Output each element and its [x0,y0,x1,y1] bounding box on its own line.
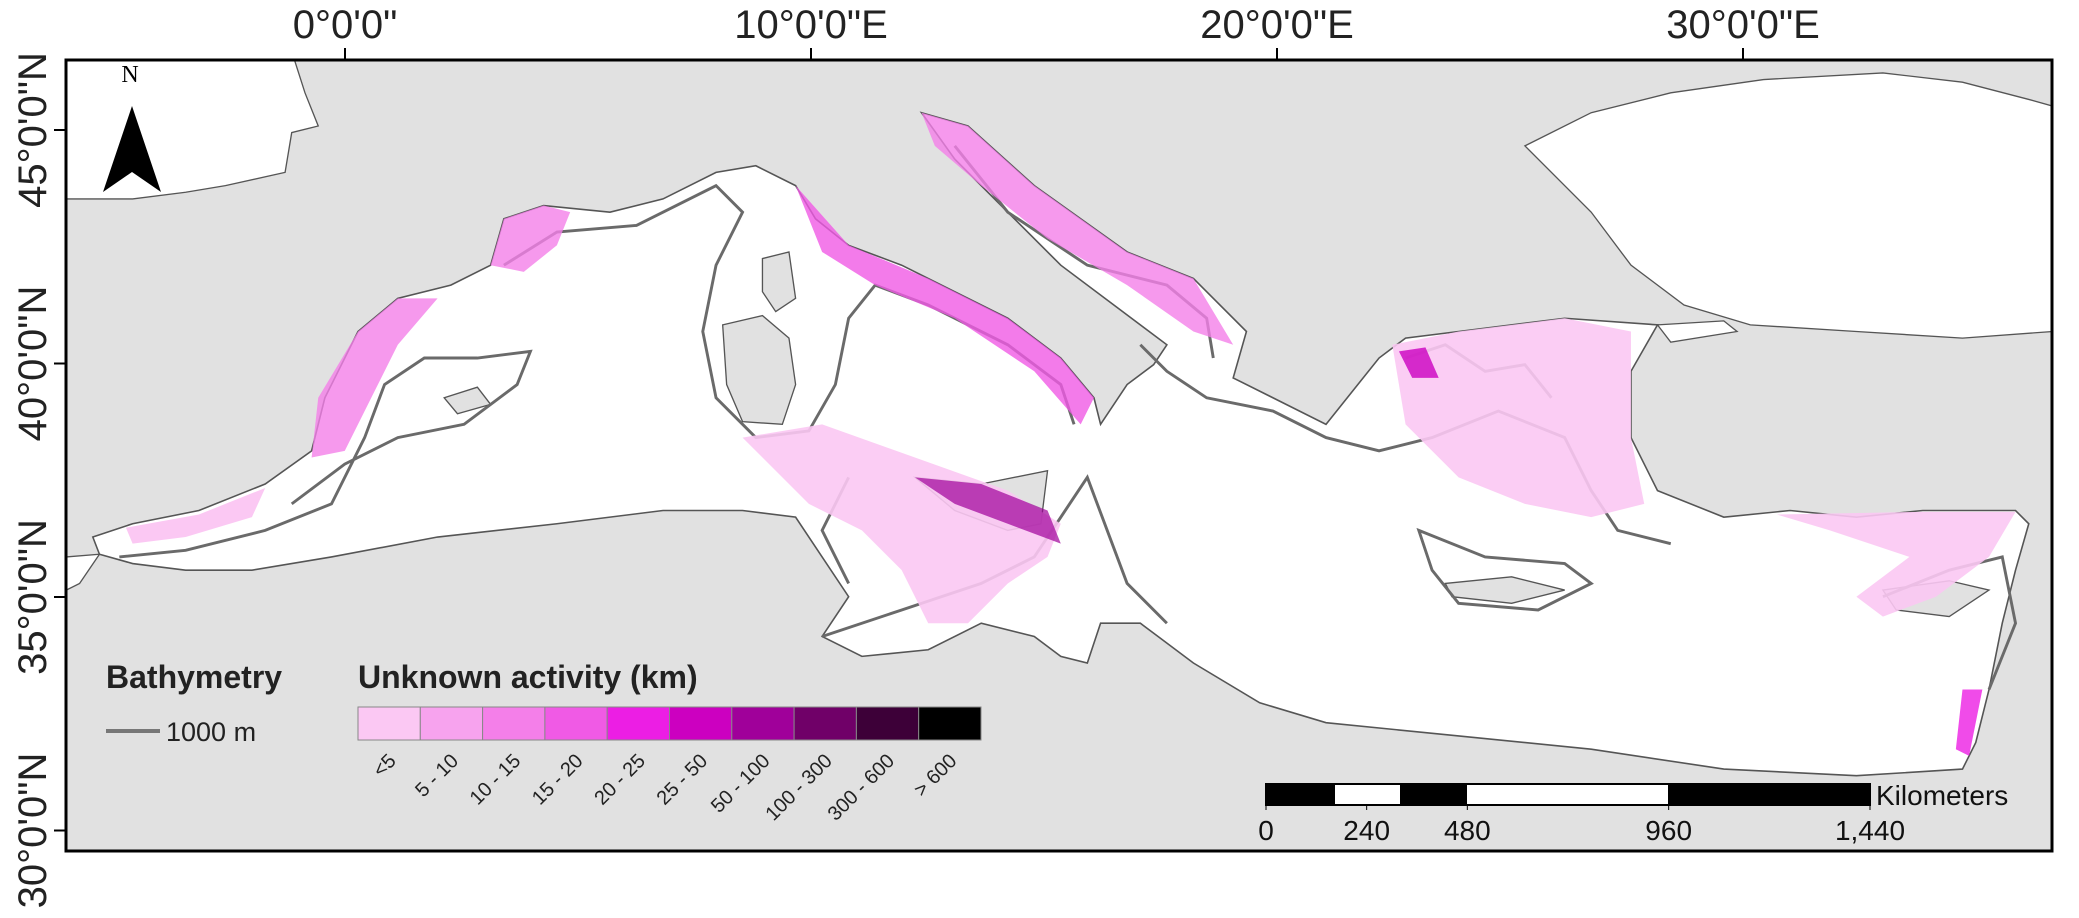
legend-swatch [482,706,546,741]
atlantic [66,553,101,591]
map-frame [64,58,2054,853]
lon-label: 30°0'0"E [1666,3,1820,47]
lon-label: 0°0'0" [293,3,398,47]
lat-label: 30°0'0"N [11,753,55,909]
legend-swatch [606,706,671,741]
scale-label: 240 [1343,815,1390,846]
scale-ticks: 0 240 480 960 1,440 [1258,805,1905,846]
legend-swatch [855,706,920,741]
legend-swatch [419,706,484,741]
scale-label: 480 [1444,815,1491,846]
bathymetry-title: Bathymetry [106,659,282,695]
scale-label: 960 [1645,815,1692,846]
legend-swatch [918,706,982,741]
legend-swatch [731,706,795,741]
scale-unit: Kilometers [1876,780,2008,811]
north-arrow [103,106,161,192]
legend-swatch [357,706,421,741]
mediterranean [91,111,2030,777]
legend-swatch [669,706,733,741]
island [761,251,797,313]
graticule-labels: 0°0'0" 10°0'0"E 20°0'0"E 30°0'0"E 45°0'0"N 40… [11,3,1820,908]
bathymetry-label: 1000 m [166,717,256,747]
scale-label: 0 [1258,815,1274,846]
scale-label: 1,440 [1835,815,1905,846]
legend-swatch [793,706,857,741]
scale-bar [1265,783,1871,806]
legend-title: Unknown activity (km) [358,659,698,695]
lat-label: 35°0'0"N [11,519,55,675]
north-label: N [121,62,138,88]
lon-label: 20°0'0"E [1200,3,1354,47]
island [721,314,797,426]
legend-swatch [544,706,608,741]
activity-density [125,112,2016,756]
black-sea [1523,72,2053,339]
lon-label: 10°0'0"E [734,3,888,47]
marmara [1656,320,1739,343]
lat-label: 45°0'0"N [11,52,55,208]
lat-label: 40°0'0"N [11,286,55,442]
